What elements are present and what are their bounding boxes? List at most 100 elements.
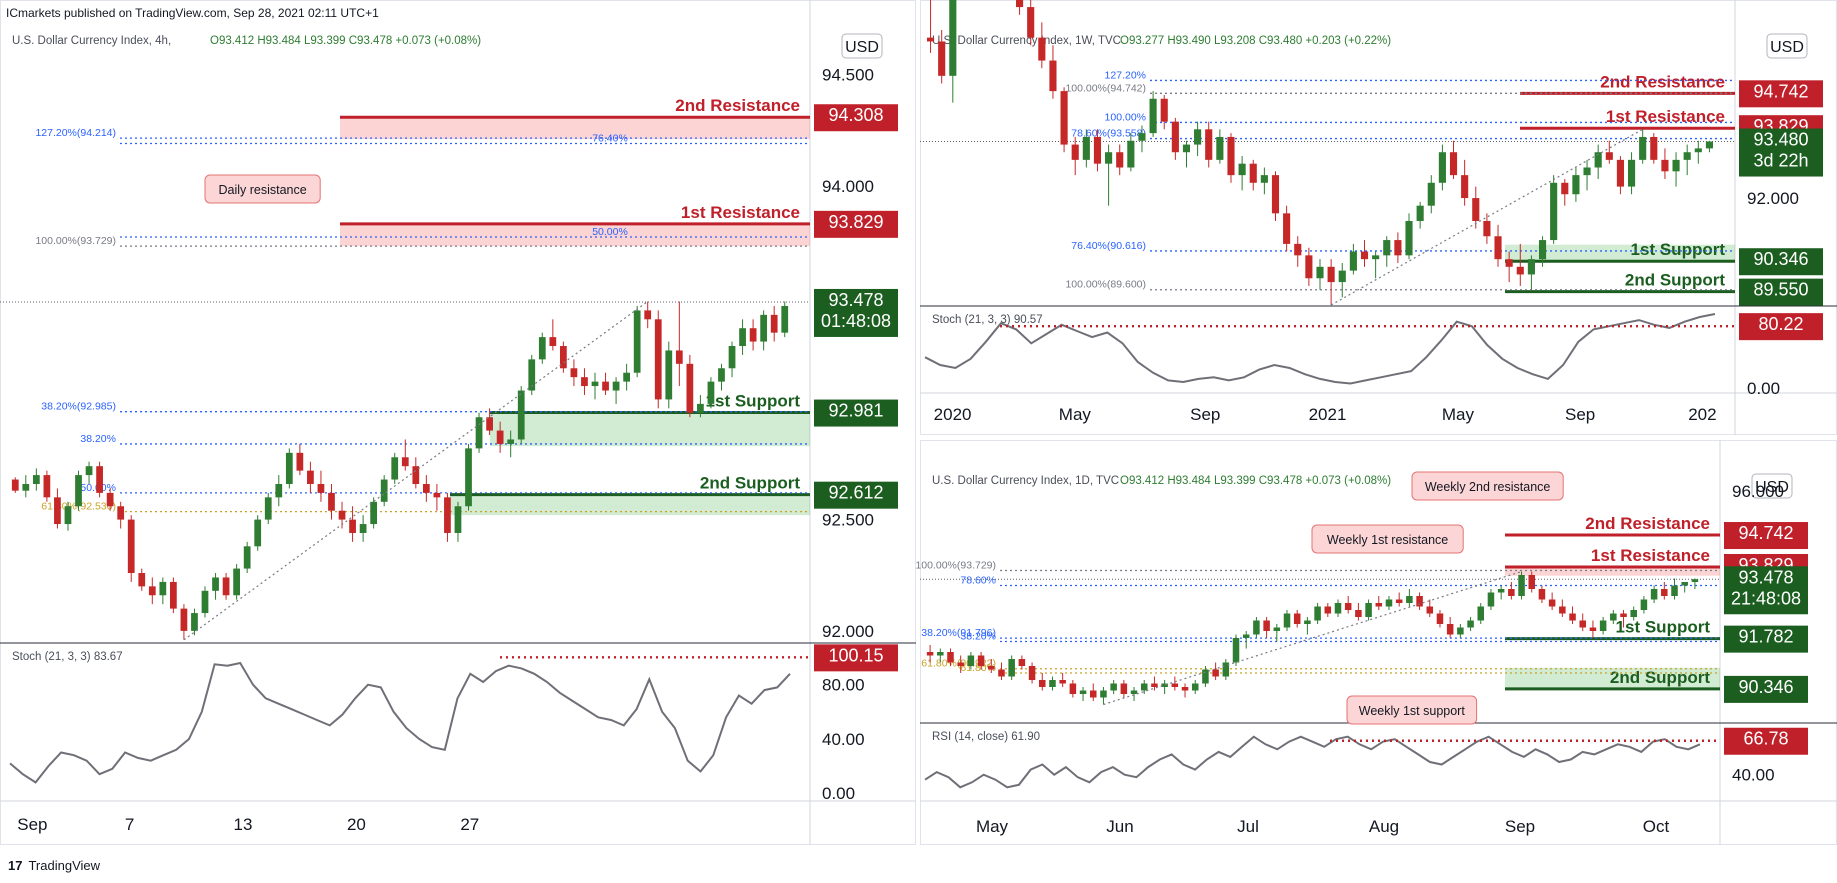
candle-body — [528, 359, 536, 391]
level-value-badge-bg — [814, 104, 898, 132]
currency-box — [1751, 473, 1793, 499]
candle-body — [1149, 98, 1157, 134]
candle — [1093, 129, 1102, 172]
level-value-badge: 93.829 — [814, 210, 898, 238]
candle-body — [349, 519, 356, 533]
candle — [1324, 603, 1332, 617]
time-tick-label: Jul — [1237, 817, 1259, 836]
candle — [1538, 236, 1547, 267]
candle — [1365, 599, 1372, 621]
candle-body — [665, 350, 673, 400]
candle — [1314, 603, 1321, 624]
candle-body — [422, 483, 430, 493]
candle — [612, 377, 620, 404]
level-value-badge-text: 90.346 — [1753, 249, 1808, 269]
candle-body — [1334, 603, 1342, 614]
level-label: 2nd Support — [700, 474, 800, 493]
candle-body — [233, 568, 240, 596]
annotation-text: Weekly 2nd resistance — [1425, 480, 1551, 494]
candle — [686, 354, 694, 418]
candle-body — [1516, 266, 1524, 275]
candle — [633, 305, 641, 378]
candle — [96, 461, 103, 498]
time-tick-label: Sep — [1505, 817, 1535, 836]
oscillator-label: RSI (14, close) 61.90 — [932, 731, 1040, 743]
candle-body — [1105, 152, 1113, 164]
candle-body — [1171, 121, 1179, 153]
candle-body — [1550, 182, 1558, 241]
candle-body — [549, 337, 557, 347]
candle-body — [507, 439, 515, 444]
candle — [739, 319, 746, 355]
candle — [1079, 687, 1087, 701]
time-tick-label: Aug — [1369, 817, 1399, 836]
level-label: 1st Support — [706, 392, 801, 411]
candle — [1338, 262, 1346, 298]
candle-body — [1338, 270, 1346, 283]
level-zone — [340, 223, 810, 247]
level-value-badge-text: 94.308 — [828, 105, 883, 125]
candle-body — [1569, 613, 1576, 621]
candle-body — [1038, 37, 1046, 61]
time-tick-label: Sep — [1190, 405, 1220, 424]
level-value-badge: 94.742 — [1739, 80, 1823, 108]
candle-body — [1273, 627, 1281, 631]
candle — [570, 359, 578, 387]
last-price-badge-text: 93.478 — [1738, 567, 1793, 587]
candle — [623, 363, 630, 391]
candle — [1212, 662, 1219, 680]
candle — [1110, 680, 1117, 694]
candle — [1039, 673, 1046, 691]
candle-body — [285, 452, 293, 484]
time-tick-label: 2020 — [934, 405, 972, 424]
candle — [1194, 121, 1202, 157]
candle-body — [707, 381, 715, 404]
tradingview-footer[interactable]: 17 TradingView — [8, 858, 100, 873]
oscillator-tick-label: 40.00 — [822, 730, 865, 749]
candle-body — [1691, 579, 1699, 582]
candle-body — [43, 475, 51, 498]
candle-body — [201, 590, 209, 614]
candle — [697, 394, 704, 418]
candle-body — [1457, 627, 1464, 635]
candle — [1140, 680, 1148, 694]
candle — [180, 604, 188, 640]
candle — [749, 319, 757, 351]
candle-body — [1583, 167, 1591, 176]
candle — [222, 573, 230, 600]
candle-body — [1548, 599, 1556, 607]
oscillator-tick-label: 40.00 — [1732, 766, 1775, 785]
level-value-badge: 91.782 — [1724, 625, 1808, 653]
candle — [1579, 613, 1586, 631]
candle-body — [264, 497, 272, 520]
candle — [1227, 133, 1235, 183]
candle-body — [937, 652, 944, 656]
candle-body — [988, 666, 995, 670]
candle-body — [212, 577, 219, 591]
candle — [1344, 596, 1352, 614]
candle — [665, 341, 673, 409]
candle-body — [1227, 136, 1235, 176]
candle-body — [998, 669, 1005, 677]
currency-label: USD — [1766, 33, 1808, 59]
candle-body — [32, 475, 40, 484]
candle-body — [1089, 690, 1097, 698]
candle — [285, 448, 293, 489]
candle — [1151, 676, 1158, 691]
candle — [1069, 680, 1077, 698]
candle — [1385, 596, 1393, 610]
candle-body — [127, 519, 135, 574]
level-value-badge: 94.742 — [1724, 522, 1808, 550]
level-label: 1st Support — [1616, 618, 1711, 637]
ohlc-readout: O93.277 H93.490 L93.208 C93.480 +0.203 (… — [1120, 35, 1391, 47]
candle-body — [275, 483, 283, 498]
candle-body — [1650, 589, 1658, 600]
time-tick-label: Sep — [17, 815, 47, 834]
candle-body — [1349, 251, 1357, 271]
candle — [1018, 655, 1026, 670]
candle — [1100, 687, 1107, 705]
candle-body — [1294, 243, 1302, 256]
candle — [1561, 178, 1569, 206]
candle — [1427, 175, 1435, 214]
